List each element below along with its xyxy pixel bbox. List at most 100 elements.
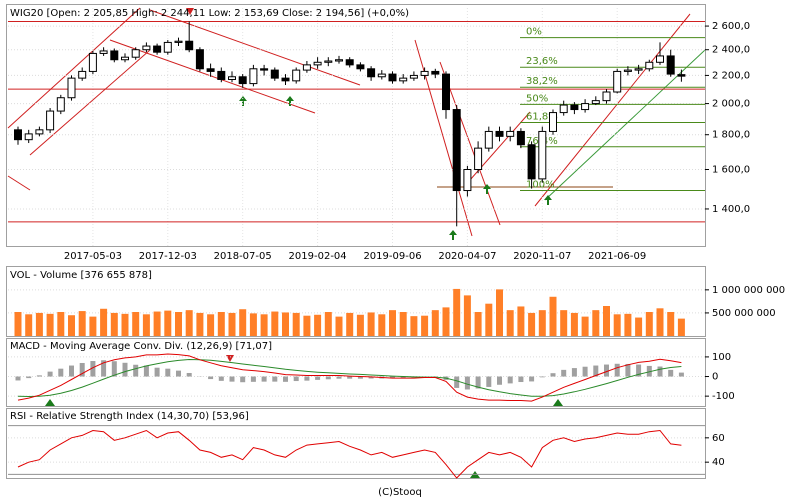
volume-bar	[25, 314, 33, 336]
x-tick-label: 2020-11-07	[513, 251, 571, 262]
candle-body	[302, 64, 311, 71]
y-tick-label: 2 600,0	[712, 21, 750, 32]
price-title: WIG20 [Open: 2 205,85 High: 2 244,11 Low…	[10, 8, 409, 19]
y-tick-label: 2 200,0	[712, 70, 750, 81]
histogram-bar	[165, 368, 171, 377]
fib-label: 38,2%	[526, 76, 558, 87]
histogram-bar	[240, 376, 246, 383]
histogram-bar	[229, 376, 235, 382]
histogram-bar	[668, 369, 674, 377]
candle-body	[206, 68, 215, 72]
candle-body	[99, 50, 108, 54]
volume-bar	[57, 312, 65, 336]
volume-bar	[260, 314, 268, 336]
histogram-bar	[90, 361, 96, 377]
y-tick-label: 500 000 000	[712, 308, 776, 319]
histogram-bar	[625, 363, 631, 377]
volume-bar	[570, 312, 578, 336]
x-tick-label: 2018-07-05	[214, 251, 272, 262]
candle-body	[345, 59, 354, 66]
candle-body	[516, 130, 525, 146]
histogram-bar	[272, 376, 278, 382]
x-tick-label: 2019-02-04	[289, 251, 347, 262]
volume-bar	[78, 311, 86, 336]
histogram-bar	[454, 376, 460, 388]
volume-bar	[100, 308, 108, 336]
candle-body	[24, 133, 33, 141]
candle-body	[634, 68, 643, 71]
candle-body	[527, 144, 536, 180]
histogram-bar	[604, 364, 609, 377]
candle-body	[153, 45, 162, 53]
candle-body	[367, 68, 376, 78]
candle-body	[581, 103, 590, 111]
volume-bar	[303, 315, 311, 336]
histogram-bar	[143, 365, 149, 377]
histogram-bar	[122, 362, 128, 377]
volume-bar	[228, 312, 236, 336]
candle-body	[377, 73, 386, 78]
candle-body	[110, 50, 119, 61]
volume-bar	[35, 312, 43, 336]
histogram-bar	[69, 365, 74, 377]
volume-bar	[207, 314, 215, 336]
volume-bar	[421, 315, 429, 336]
candle-body	[474, 147, 483, 171]
volume-bar	[335, 316, 343, 336]
volume-bar	[517, 306, 525, 336]
candle-body	[677, 74, 686, 77]
histogram-bar	[475, 376, 481, 389]
volume-bar	[431, 310, 439, 336]
histogram-bar	[336, 376, 342, 379]
y-tick-label: 1 000 000 000	[712, 285, 785, 296]
histogram-bar	[507, 376, 513, 384]
candle-body	[409, 74, 418, 79]
histogram-bar	[486, 376, 492, 387]
candle-body	[549, 112, 557, 132]
volume-bar	[442, 307, 450, 336]
candle-body	[506, 130, 515, 137]
candle-body	[495, 130, 504, 137]
volume-bar	[645, 312, 653, 336]
candle-body	[249, 68, 258, 85]
histogram-bar	[58, 368, 64, 377]
volume-bar	[110, 312, 118, 336]
volume-bar	[239, 309, 247, 336]
histogram-bar	[368, 376, 374, 379]
volume-bar	[463, 295, 471, 336]
histogram-bar	[561, 369, 567, 377]
volume-bar	[528, 312, 536, 336]
volume-bar	[249, 313, 257, 336]
volume-bar	[592, 310, 600, 336]
volume-bar	[581, 316, 589, 336]
candle-body	[35, 129, 44, 135]
volume-bar	[367, 312, 375, 336]
volume-bar	[549, 296, 557, 336]
histogram-bar	[101, 360, 107, 377]
volume-bar	[132, 312, 140, 336]
macd-title: MACD - Moving Average Conv. Div. (12,26,…	[10, 341, 272, 352]
histogram-bar	[539, 376, 545, 378]
volume-bar	[196, 312, 204, 336]
histogram-bar	[582, 366, 588, 377]
volume-bar	[217, 312, 225, 336]
volume-bar	[474, 312, 482, 336]
histogram-bar	[15, 376, 21, 381]
volume-bar	[46, 313, 54, 336]
candle-body	[217, 70, 226, 80]
histogram-bar	[111, 361, 117, 377]
candle-body	[335, 59, 343, 62]
histogram-bar	[325, 376, 331, 380]
candle-body	[452, 109, 461, 192]
candle-body	[602, 91, 611, 102]
histogram-bar	[315, 376, 321, 380]
candle-body	[666, 55, 675, 75]
rsi-panel	[6, 408, 706, 479]
candle-body	[324, 60, 333, 63]
volume-bar	[485, 303, 493, 336]
volume-title: VOL - Volume [376 655 878]	[10, 270, 152, 281]
volume-bar	[314, 314, 322, 336]
volume-bar	[142, 314, 150, 336]
histogram-bar	[390, 376, 395, 379]
